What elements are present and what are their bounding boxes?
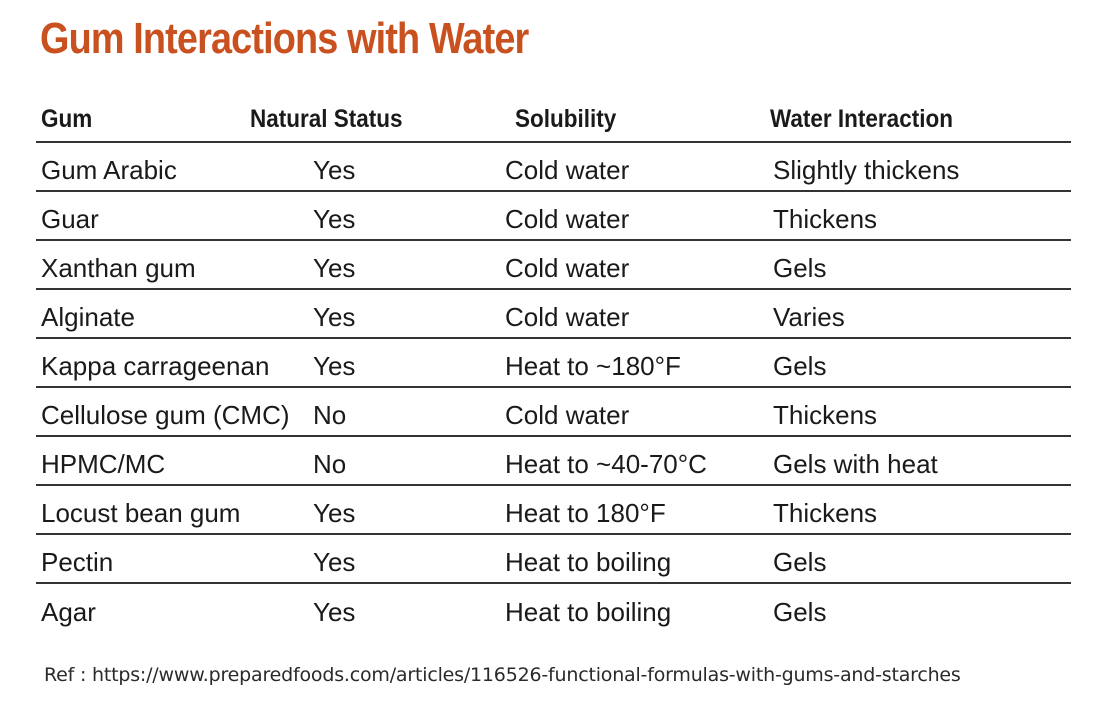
cell-gum: Xanthan gum (41, 253, 196, 283)
cell-solubility: Heat to boiling (505, 597, 672, 627)
cell-natural-status: Yes (313, 597, 356, 627)
gum-water-table: Gum Natural Status Solubility Water Inte… (36, 98, 1071, 633)
cell-gum: Alginate (41, 302, 135, 332)
table-row: HPMC/MC No Heat to ~40-70°C Gels with he… (36, 437, 1071, 486)
cell-natural-status: Yes (313, 302, 356, 332)
cell-water-interaction: Varies (773, 302, 845, 332)
cell-natural-status: Yes (313, 155, 356, 185)
cell-solubility: Cold water (505, 302, 630, 332)
page-title: Gum Interactions with Water (40, 14, 529, 63)
cell-water-interaction: Gels (773, 547, 827, 577)
cell-gum: Gum Arabic (41, 155, 177, 185)
cell-natural-status: Yes (313, 351, 356, 381)
cell-natural-status: Yes (313, 204, 356, 234)
cell-solubility: Heat to boiling (505, 547, 672, 577)
cell-gum: Kappa carrageenan (41, 351, 270, 381)
table-row: Pectin Yes Heat to boiling Gels (36, 535, 1071, 584)
cell-water-interaction: Thickens (773, 204, 878, 234)
cell-water-interaction: Thickens (773, 498, 878, 528)
table-row: Cellulose gum (CMC) No Cold water Thicke… (36, 388, 1071, 437)
header-water-interaction: Water Interaction (770, 105, 953, 133)
cell-natural-status: No (313, 400, 347, 430)
table-header-row: Gum Natural Status Solubility Water Inte… (36, 98, 1071, 143)
cell-water-interaction: Thickens (773, 400, 878, 430)
cell-solubility: Cold water (505, 204, 630, 234)
cell-water-interaction: Gels with heat (773, 449, 938, 479)
cell-gum: HPMC/MC (41, 449, 166, 479)
table-row: Locust bean gum Yes Heat to 180°F Thicke… (36, 486, 1071, 535)
header-gum: Gum (41, 105, 93, 133)
cell-natural-status: Yes (313, 253, 356, 283)
cell-water-interaction: Slightly thickens (773, 155, 960, 185)
cell-gum: Agar (41, 597, 96, 627)
cell-gum: Locust bean gum (41, 498, 241, 528)
cell-natural-status: No (313, 449, 347, 479)
cell-gum: Cellulose gum (CMC) (41, 400, 290, 430)
cell-gum: Pectin (41, 547, 114, 577)
cell-natural-status: Yes (313, 547, 356, 577)
header-natural-status: Natural Status (250, 105, 403, 133)
reference-link[interactable]: Ref : https://www.preparedfoods.com/arti… (44, 664, 961, 686)
header-solubility: Solubility (515, 105, 617, 133)
table-row: Guar Yes Cold water Thickens (36, 192, 1071, 241)
cell-gum: Guar (41, 204, 99, 234)
table-row: Alginate Yes Cold water Varies (36, 290, 1071, 339)
cell-solubility: Heat to ~40-70°C (505, 449, 707, 479)
table-row: Agar Yes Heat to boiling Gels (36, 584, 1071, 633)
table-row: Gum Arabic Yes Cold water Slightly thick… (36, 143, 1071, 192)
cell-water-interaction: Gels (773, 597, 827, 627)
cell-water-interaction: Gels (773, 351, 827, 381)
table-row: Xanthan gum Yes Cold water Gels (36, 241, 1071, 290)
cell-water-interaction: Gels (773, 253, 827, 283)
table-row: Kappa carrageenan Yes Heat to ~180°F Gel… (36, 339, 1071, 388)
cell-solubility: Cold water (505, 400, 630, 430)
cell-solubility: Cold water (505, 155, 630, 185)
cell-natural-status: Yes (313, 498, 356, 528)
cell-solubility: Heat to ~180°F (505, 351, 681, 381)
cell-solubility: Cold water (505, 253, 630, 283)
cell-solubility: Heat to 180°F (505, 498, 666, 528)
